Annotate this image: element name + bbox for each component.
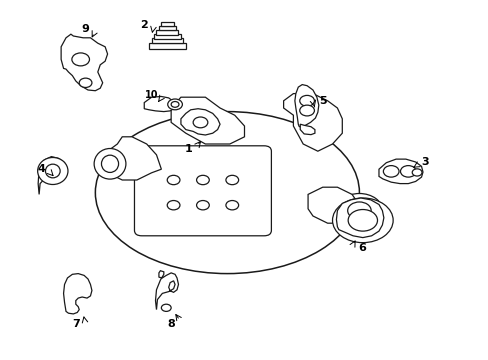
Text: 10: 10 bbox=[144, 90, 158, 100]
Polygon shape bbox=[336, 198, 383, 238]
Circle shape bbox=[225, 201, 238, 210]
Polygon shape bbox=[159, 26, 176, 30]
Ellipse shape bbox=[347, 202, 370, 219]
FancyBboxPatch shape bbox=[134, 146, 271, 236]
Polygon shape bbox=[300, 124, 314, 135]
Circle shape bbox=[196, 201, 209, 210]
Text: 8: 8 bbox=[167, 319, 175, 329]
Polygon shape bbox=[151, 38, 183, 43]
Polygon shape bbox=[155, 271, 178, 310]
Polygon shape bbox=[307, 187, 356, 223]
Polygon shape bbox=[154, 34, 181, 39]
Text: 5: 5 bbox=[318, 96, 326, 106]
Polygon shape bbox=[294, 85, 318, 127]
Text: 1: 1 bbox=[184, 144, 192, 154]
Text: 2: 2 bbox=[140, 20, 148, 30]
Polygon shape bbox=[38, 157, 66, 194]
Text: 4: 4 bbox=[38, 164, 45, 174]
Circle shape bbox=[299, 95, 314, 106]
Ellipse shape bbox=[101, 155, 119, 172]
Circle shape bbox=[332, 198, 392, 243]
Circle shape bbox=[193, 117, 207, 128]
Circle shape bbox=[411, 169, 421, 176]
Polygon shape bbox=[283, 94, 342, 151]
Ellipse shape bbox=[38, 158, 68, 184]
Text: 6: 6 bbox=[357, 243, 365, 253]
Circle shape bbox=[196, 175, 209, 185]
Polygon shape bbox=[378, 159, 422, 184]
Circle shape bbox=[400, 166, 415, 177]
Circle shape bbox=[167, 99, 182, 110]
Polygon shape bbox=[149, 43, 185, 49]
Circle shape bbox=[72, 53, 89, 66]
Circle shape bbox=[167, 175, 180, 185]
Circle shape bbox=[383, 166, 398, 177]
Circle shape bbox=[225, 175, 238, 185]
Polygon shape bbox=[161, 22, 173, 26]
Text: 7: 7 bbox=[72, 319, 80, 329]
Circle shape bbox=[161, 304, 171, 311]
Circle shape bbox=[167, 201, 180, 210]
Polygon shape bbox=[171, 97, 244, 144]
Polygon shape bbox=[61, 34, 107, 91]
Text: 3: 3 bbox=[421, 157, 428, 167]
Circle shape bbox=[299, 105, 314, 116]
Ellipse shape bbox=[94, 148, 126, 179]
Polygon shape bbox=[144, 96, 176, 112]
Ellipse shape bbox=[336, 194, 382, 228]
Circle shape bbox=[171, 102, 179, 107]
Polygon shape bbox=[181, 109, 220, 135]
Circle shape bbox=[79, 78, 92, 87]
Ellipse shape bbox=[95, 112, 359, 274]
Polygon shape bbox=[156, 30, 178, 35]
Circle shape bbox=[347, 210, 377, 231]
Polygon shape bbox=[102, 137, 161, 180]
Ellipse shape bbox=[45, 164, 60, 178]
Text: 9: 9 bbox=[81, 24, 89, 34]
Polygon shape bbox=[63, 274, 92, 314]
